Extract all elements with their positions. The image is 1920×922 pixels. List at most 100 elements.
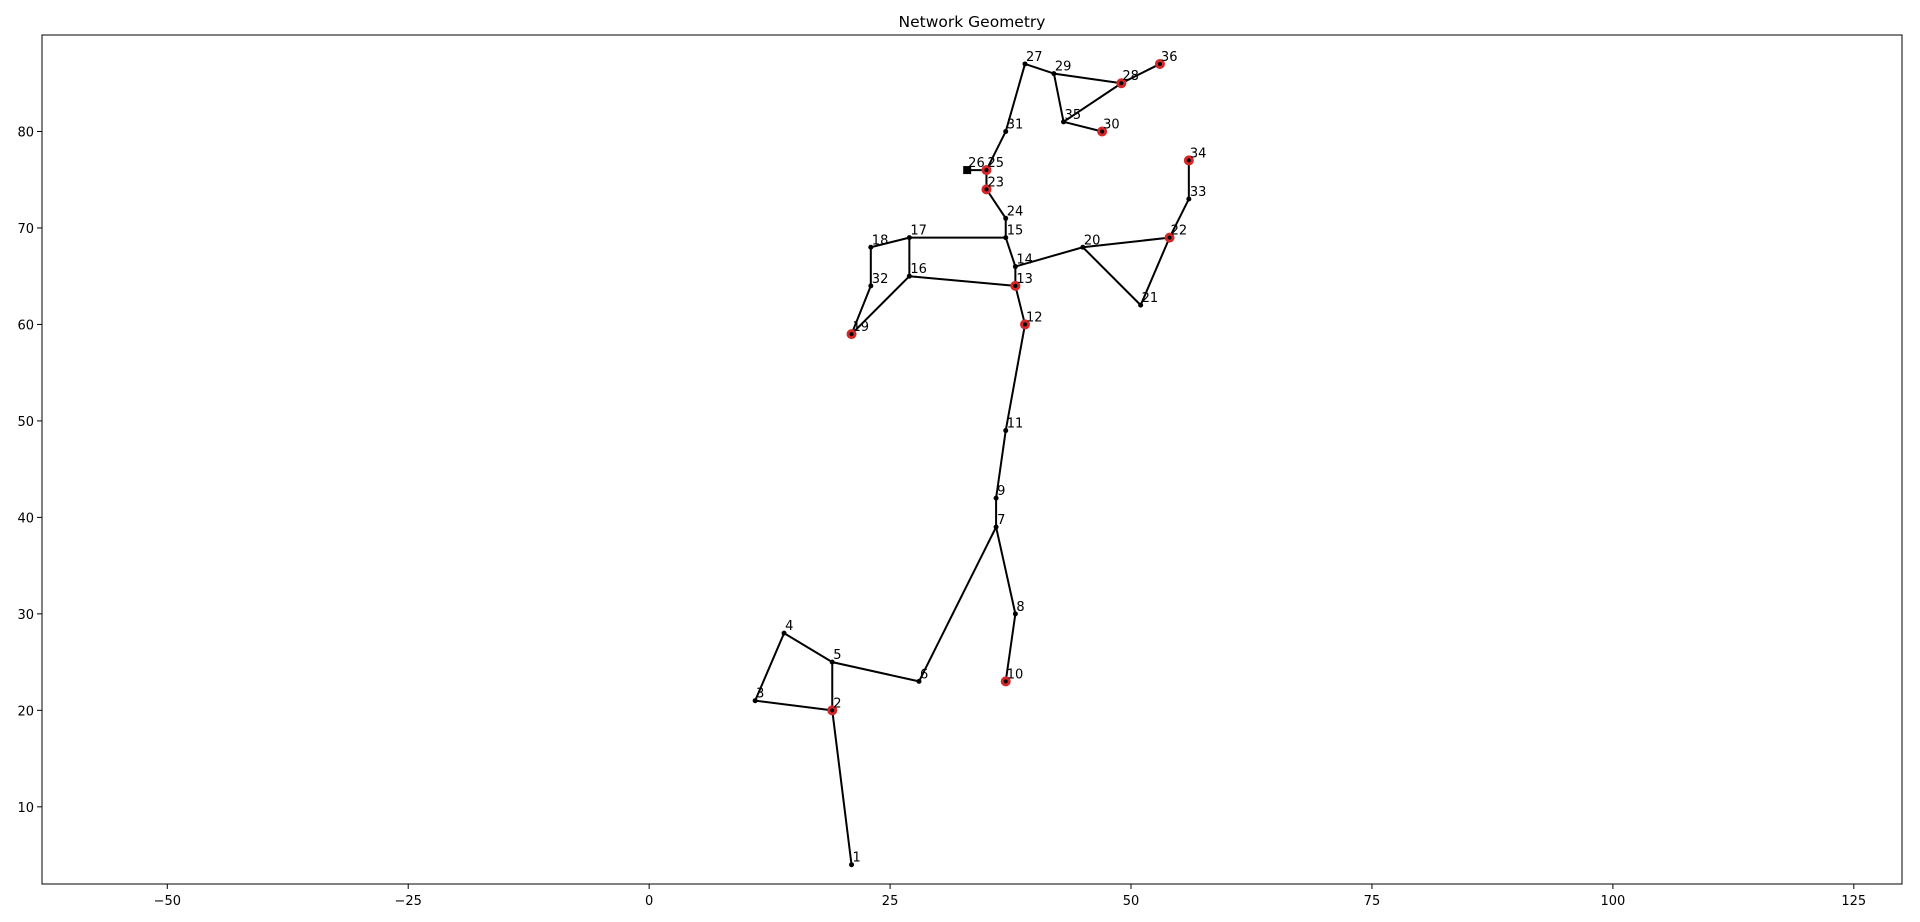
node-2-dot <box>830 708 835 713</box>
pipe-11-12 <box>1004 324 1026 431</box>
node-34-dot <box>1186 158 1191 163</box>
node-20-label: 20 <box>1084 233 1101 248</box>
node-35-label: 35 <box>1065 108 1082 123</box>
x-tick-label: −25 <box>394 894 421 909</box>
pipe-14-20 <box>1015 246 1084 268</box>
node-5-dot <box>829 659 835 665</box>
node-8-dot <box>1012 611 1018 617</box>
node-6-label: 6 <box>920 667 928 682</box>
node-19-label: 19 <box>853 320 870 335</box>
pipe-17-18 <box>870 236 910 249</box>
node-21-dot <box>1138 302 1144 308</box>
pipe-6-7 <box>918 526 997 682</box>
pipe-24-23 <box>985 188 1007 219</box>
node-3-dot <box>752 698 758 704</box>
node-19-dot <box>849 332 854 337</box>
node-9-label: 9 <box>997 484 1005 499</box>
node-35-dot <box>1061 119 1067 125</box>
node-26-label: 26 <box>968 156 985 171</box>
pipe-28-36 <box>1120 63 1161 85</box>
pipe-35-30 <box>1063 120 1103 133</box>
node-25-dot <box>984 168 989 173</box>
x-tick-label: 125 <box>1841 894 1866 909</box>
node-31-dot <box>1003 128 1009 134</box>
node-7-label: 7 <box>997 513 1005 528</box>
pipe-32-19 <box>850 285 872 335</box>
y-tick-label: 70 <box>17 222 34 237</box>
node-22-label: 22 <box>1171 224 1188 239</box>
y-tick-label: 10 <box>17 801 34 816</box>
edge-layer <box>754 62 1190 865</box>
node-18-label: 18 <box>872 233 889 248</box>
x-tick-label: −50 <box>154 894 181 909</box>
node-28-label: 28 <box>1122 69 1139 84</box>
node-32-label: 32 <box>872 272 889 287</box>
pipe-20-21 <box>1082 246 1142 306</box>
node-11-label: 11 <box>1007 417 1024 432</box>
pipe-21-22 <box>1139 237 1171 306</box>
node-33-label: 33 <box>1190 185 1207 200</box>
x-axis: −50 −25 0 25 50 75 100 125 <box>154 884 1866 909</box>
y-axis: 10 20 30 40 50 60 70 80 <box>17 125 42 816</box>
node-15-label: 15 <box>1007 224 1024 239</box>
pipe-5-6 <box>832 661 920 683</box>
node-13-label: 13 <box>1016 272 1033 287</box>
pipe-29-35 <box>1052 73 1065 123</box>
node-7-dot <box>993 524 999 530</box>
x-tick-label: 100 <box>1600 894 1625 909</box>
node-layer <box>752 58 1194 868</box>
node-6-dot <box>916 678 922 684</box>
node-18-dot <box>868 244 874 250</box>
x-tick-label: 25 <box>882 894 899 909</box>
node-30-dot <box>1100 129 1105 134</box>
node-15-dot <box>1003 235 1009 241</box>
node-12-dot <box>1023 322 1028 327</box>
plot-frame <box>41 34 1903 885</box>
node-5-label: 5 <box>833 648 841 663</box>
node-36-label: 36 <box>1161 50 1178 65</box>
node-2-label: 2 <box>833 696 841 711</box>
node-33-dot <box>1186 196 1192 202</box>
x-tick-label: 75 <box>1364 894 1381 909</box>
node-24-dot <box>1003 215 1009 221</box>
pipe-27-29 <box>1024 62 1055 75</box>
pipe-3-4 <box>754 632 785 702</box>
y-tick-label: 30 <box>17 608 34 623</box>
pipe-14-15 <box>1004 237 1017 267</box>
node-27-dot <box>1022 61 1028 67</box>
y-tick-label: 50 <box>17 415 34 430</box>
pipe-31-27 <box>1004 63 1026 132</box>
y-tick-label: 20 <box>17 704 34 719</box>
pipe-4-5 <box>783 632 833 663</box>
pipe-1-2 <box>831 710 853 865</box>
node-17-label: 17 <box>910 224 927 239</box>
pipe-20-22 <box>1082 236 1170 249</box>
node-10-label: 10 <box>1007 667 1024 682</box>
node-23-dot <box>984 187 989 192</box>
node-12-label: 12 <box>1026 310 1043 325</box>
x-tick-label: 0 <box>645 894 653 909</box>
node-22-dot <box>1167 235 1172 240</box>
pipe-25-31 <box>985 131 1007 171</box>
node-34-label: 34 <box>1190 146 1207 161</box>
pipe-12-13 <box>1014 285 1026 325</box>
node-16-dot <box>906 273 912 279</box>
node-11-dot <box>1003 428 1009 434</box>
y-tick-label: 40 <box>17 511 34 526</box>
pipe-7-8 <box>995 526 1017 615</box>
node-8-label: 8 <box>1016 600 1024 615</box>
pipe-35-28 <box>1062 82 1122 123</box>
node-28-dot <box>1119 81 1124 86</box>
node-label-layer: 1234567891011121314151617181920212223242… <box>756 50 1206 866</box>
node-31-label: 31 <box>1007 117 1024 132</box>
node-16-label: 16 <box>910 262 927 277</box>
node-26-reservoir <box>963 166 972 175</box>
node-9-dot <box>993 495 999 501</box>
chart-title: Network Geometry <box>899 13 1046 31</box>
node-30-label: 30 <box>1103 117 1120 132</box>
pipe-2-3 <box>755 699 833 712</box>
node-23-label: 23 <box>987 175 1004 190</box>
y-tick-label: 60 <box>17 318 34 333</box>
node-1-dot <box>849 862 855 868</box>
